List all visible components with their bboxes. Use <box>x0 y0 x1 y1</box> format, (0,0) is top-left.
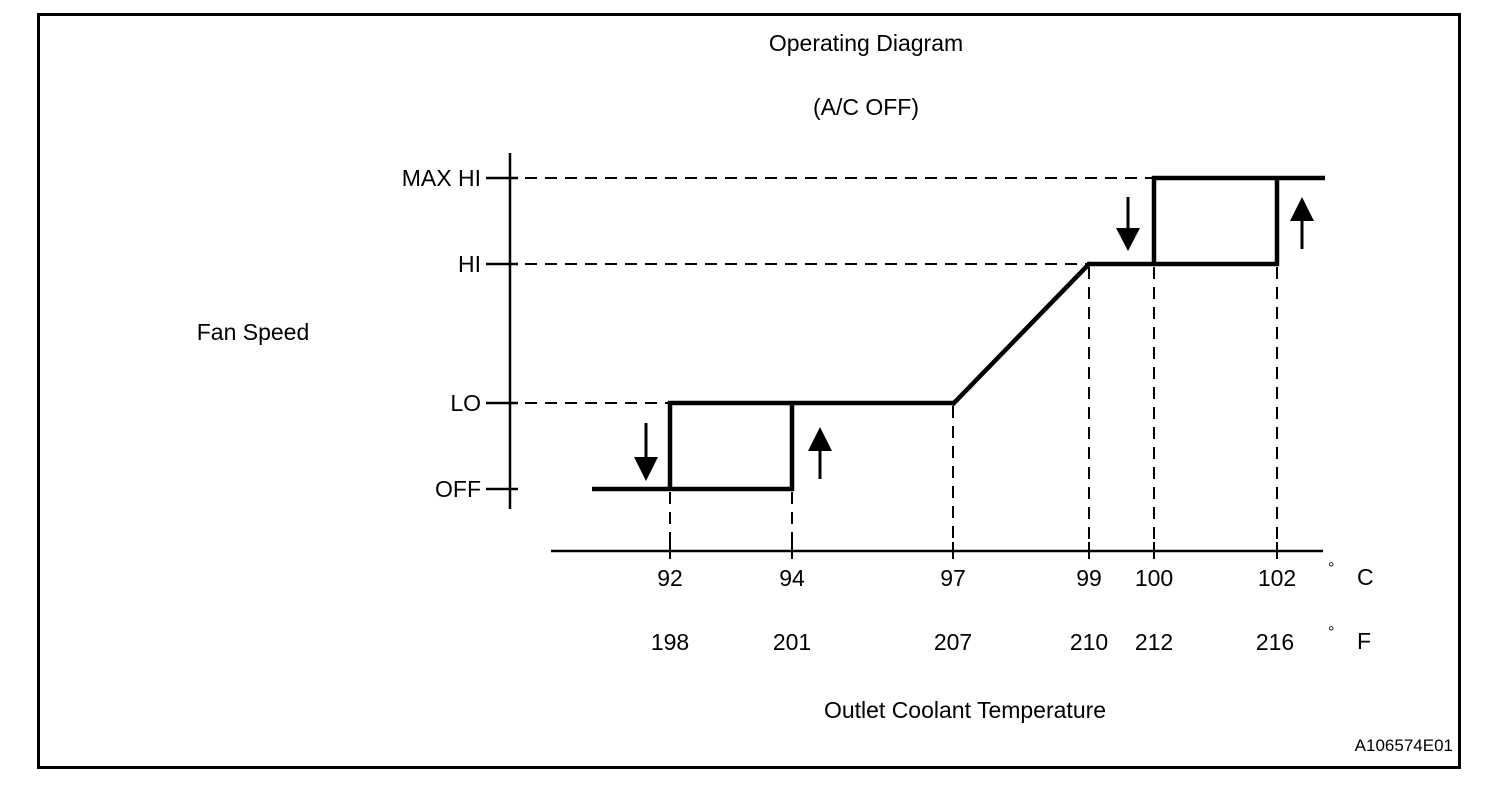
x-tick-f-212: 212 <box>1134 629 1174 655</box>
x-tick-c-102: 102 <box>1257 565 1297 591</box>
x-tick-f-198: 198 <box>650 629 690 655</box>
hysteresis-arrows <box>634 197 1314 481</box>
x-tick-f-210: 210 <box>1069 629 1109 655</box>
x-tick-c-99: 99 <box>1076 565 1102 591</box>
degree-symbol-c: ° <box>1328 560 1335 577</box>
fan-speed-curve <box>592 175 1325 492</box>
y-tick-label-max-hi: MAX HI <box>401 165 481 191</box>
y-axis-title: Fan Speed <box>196 319 310 345</box>
y-tick-label-hi: HI <box>458 251 481 277</box>
x-axis-title: Outlet Coolant Temperature <box>823 697 1107 723</box>
arrow-down-falling-92c <box>634 423 658 481</box>
x-tick-f-216: 216 <box>1255 629 1295 655</box>
dashed-vertical-reference-lines <box>669 267 1278 549</box>
x-tick-f-207: 207 <box>933 629 973 655</box>
x-axis-ticks <box>669 542 1278 559</box>
celsius-unit-label: C <box>1357 564 1374 590</box>
chart-title: Operating Diagram <box>768 30 964 56</box>
arrow-head-down-icon <box>634 457 658 481</box>
arrow-up-rising-102c <box>1290 197 1314 249</box>
y-tick-label-lo: LO <box>450 390 481 416</box>
degree-symbol-f: ° <box>1328 624 1335 641</box>
arrow-head-up-icon <box>1290 197 1314 221</box>
fahrenheit-unit-label: F <box>1357 628 1372 654</box>
axes <box>508 153 1323 553</box>
y-axis-ticks <box>486 176 518 491</box>
arrow-head-down-icon <box>1116 228 1140 251</box>
x-tick-c-94: 94 <box>779 565 805 591</box>
x-tick-c-100: 100 <box>1134 565 1174 591</box>
arrow-up-rising-94c <box>808 427 832 479</box>
arrow-down-falling-100c <box>1116 197 1140 251</box>
figure-border <box>37 13 1461 769</box>
y-tick-label-off: OFF <box>435 476 481 502</box>
segment-ramp-lo-to-hi <box>950 261 1092 407</box>
x-tick-c-97: 97 <box>940 565 966 591</box>
x-tick-c-92: 92 <box>657 565 683 591</box>
figure-id: A106574E01 <box>1354 736 1453 755</box>
x-tick-f-201: 201 <box>772 629 812 655</box>
dashed-horizontal-reference-lines <box>525 177 1152 404</box>
arrow-head-up-icon <box>808 427 832 451</box>
chart-condition-subtitle: (A/C OFF) <box>812 94 920 120</box>
